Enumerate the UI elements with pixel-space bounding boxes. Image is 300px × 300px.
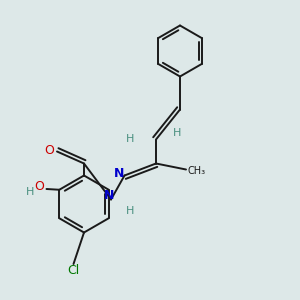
Text: Cl: Cl (68, 264, 80, 277)
Text: H: H (126, 134, 135, 145)
Text: H: H (173, 128, 181, 139)
Text: N: N (104, 189, 115, 203)
Text: CH₃: CH₃ (188, 166, 206, 176)
Text: H: H (126, 206, 135, 217)
Text: O: O (45, 143, 54, 157)
Text: O: O (34, 180, 44, 193)
Text: H: H (26, 187, 34, 197)
Text: N: N (114, 167, 124, 180)
